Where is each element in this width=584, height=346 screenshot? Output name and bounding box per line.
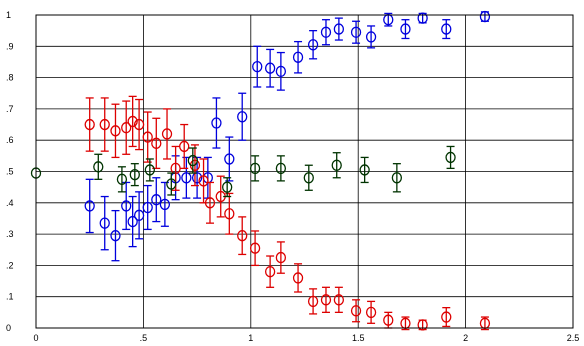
y-tick-label: .4 xyxy=(6,198,14,208)
y-tick-label: .1 xyxy=(6,292,14,302)
data-point xyxy=(252,60,263,73)
data-point xyxy=(441,23,452,35)
data-point xyxy=(224,153,235,165)
data-point xyxy=(133,118,145,131)
data-point xyxy=(151,137,162,149)
x-tick-label: 2 xyxy=(463,333,468,343)
data-point xyxy=(249,242,261,254)
data-point xyxy=(275,251,287,264)
series-0 xyxy=(84,10,491,262)
grid xyxy=(35,14,574,329)
data-point xyxy=(264,62,276,74)
data-point xyxy=(350,305,362,317)
plot-frame xyxy=(35,14,574,329)
tick-labels: 0 .1 .2 .3 .4 .5 .6 .7 .8 .9 1 0 .5 1 1.5 2 2.5 xyxy=(6,10,579,343)
data-point xyxy=(237,230,248,242)
y-tick-label: .2 xyxy=(6,260,14,270)
data-point xyxy=(84,118,95,131)
data-point xyxy=(303,172,314,184)
data-point xyxy=(110,125,121,137)
data-point xyxy=(129,168,140,181)
y-tick-label: .8 xyxy=(6,73,14,83)
data-point xyxy=(133,209,145,221)
data-series xyxy=(30,10,491,331)
y-tick-label: 0 xyxy=(6,323,11,333)
data-point xyxy=(417,12,428,24)
data-point xyxy=(181,172,192,184)
y-tick-label: .6 xyxy=(6,135,14,145)
x-tick-label: 1.5 xyxy=(352,333,365,343)
data-point xyxy=(121,122,132,134)
series-1 xyxy=(84,95,491,331)
data-point xyxy=(320,26,332,38)
data-point xyxy=(292,272,304,284)
data-point xyxy=(161,128,173,140)
data-point xyxy=(264,266,276,278)
data-point xyxy=(275,65,287,77)
x-tick-label: 1 xyxy=(248,333,253,343)
data-point xyxy=(211,117,222,129)
data-point xyxy=(142,131,153,143)
data-point xyxy=(170,162,181,175)
data-point xyxy=(151,194,162,206)
y-tick-label: .5 xyxy=(6,167,14,177)
data-point xyxy=(93,161,104,173)
data-point xyxy=(320,294,332,306)
data-point xyxy=(237,111,248,123)
data-point xyxy=(307,39,319,51)
data-point xyxy=(359,164,370,176)
x-tick-label: 0 xyxy=(33,333,38,343)
data-point xyxy=(187,154,198,167)
data-point xyxy=(99,217,110,229)
data-point xyxy=(179,140,190,153)
data-point xyxy=(159,198,171,211)
data-point xyxy=(365,306,377,319)
data-point xyxy=(144,164,155,176)
y-tick-label: .7 xyxy=(6,104,14,114)
data-point xyxy=(127,115,138,128)
data-point xyxy=(275,162,287,175)
data-point xyxy=(350,26,362,38)
data-point xyxy=(166,178,177,190)
data-point xyxy=(441,311,452,323)
x-tick-label: 2.5 xyxy=(567,333,580,343)
data-point xyxy=(191,172,203,184)
y-tick-label: .3 xyxy=(6,229,14,239)
data-point xyxy=(479,10,491,23)
data-point xyxy=(333,294,345,306)
data-point xyxy=(391,172,403,184)
x-tick-label: .5 xyxy=(140,333,148,343)
data-point xyxy=(121,200,132,212)
y-tick-label: 1 xyxy=(6,10,11,20)
data-point xyxy=(142,201,153,214)
data-point xyxy=(198,175,209,187)
data-point xyxy=(417,319,428,331)
data-point xyxy=(445,151,456,164)
data-point xyxy=(127,215,138,228)
data-point xyxy=(224,208,235,220)
data-point xyxy=(222,181,233,193)
data-point xyxy=(204,197,216,209)
y-tick-label: .9 xyxy=(6,41,14,51)
data-point xyxy=(116,173,128,185)
data-point xyxy=(292,51,304,63)
data-point xyxy=(99,118,110,131)
data-point xyxy=(331,159,342,171)
data-point xyxy=(400,23,411,35)
data-point xyxy=(365,31,377,43)
data-point xyxy=(333,23,345,35)
data-point xyxy=(249,162,261,175)
data-point xyxy=(383,314,394,326)
data-point xyxy=(307,295,319,308)
data-point xyxy=(110,230,121,242)
series-2 xyxy=(30,145,456,198)
data-point xyxy=(84,200,95,212)
